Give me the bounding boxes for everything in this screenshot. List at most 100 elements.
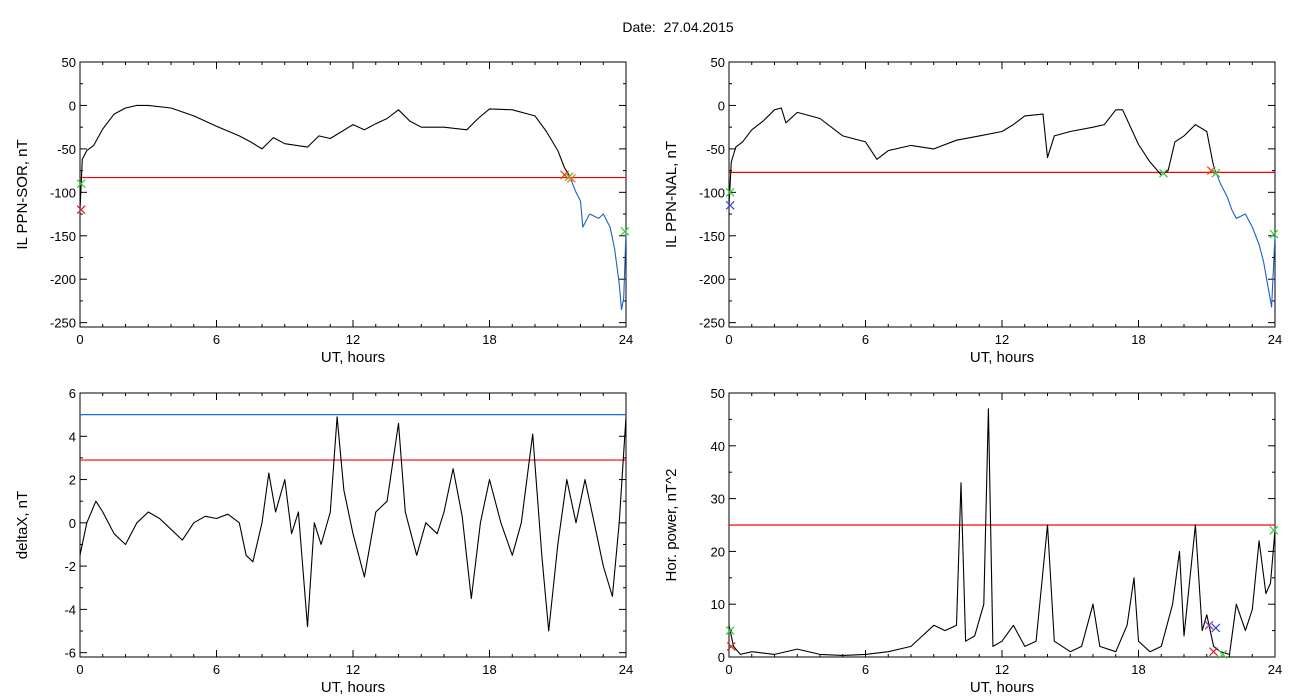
y-tick-label: -250: [699, 316, 725, 331]
plot-frame: [79, 392, 627, 658]
event-marker: [1159, 168, 1168, 178]
y-tick-label: -150: [50, 229, 76, 244]
series-line-2: [1213, 166, 1276, 308]
event-marker: [1209, 647, 1218, 657]
y-tick-label: -4: [64, 602, 76, 617]
x-tick-label: 0: [725, 662, 732, 677]
y-tick-label: 30: [711, 492, 725, 507]
marker-stroke: [1218, 649, 1228, 659]
x-axis-label: UT, hours: [970, 679, 1034, 696]
x-axis-label: UT, hours: [970, 349, 1034, 366]
marker-stroke: [560, 170, 569, 180]
x-tick-label: 12: [995, 332, 1009, 347]
y-tick-label: 4: [69, 429, 76, 444]
y-tick-label: -250: [50, 316, 76, 331]
y-axis-label: IL PPN-NAL, nT: [663, 141, 680, 248]
marker-stroke: [76, 205, 86, 215]
event-marker: [725, 187, 735, 197]
x-tick-label: 0: [76, 332, 83, 347]
event-marker: [1204, 620, 1214, 630]
event-marker: [1211, 623, 1221, 633]
y-tick-label: 10: [711, 597, 725, 612]
y-tick-label: 20: [711, 544, 725, 559]
x-tick-label: 6: [862, 332, 869, 347]
y-tick-label: -150: [699, 229, 725, 244]
plot-frame: [728, 61, 1276, 328]
x-tick-label: 12: [346, 332, 360, 347]
y-tick-label: 50: [711, 386, 725, 401]
y-tick-label: 50: [711, 55, 725, 70]
marker-stroke: [1204, 620, 1214, 630]
chart-nal: 0 6 12 18 24 -250 -200 -150 -100 -50 0 50 UT, hours I…: [663, 55, 1282, 366]
plot-frame: [79, 61, 627, 328]
y-axis-label: Hor. power, nT^2: [663, 469, 680, 582]
y-tick-label: 2: [69, 473, 76, 488]
event-marker: [560, 170, 569, 180]
marker-stroke: [725, 200, 735, 210]
event-marker: [566, 174, 576, 183]
x-tick-label: 18: [1131, 662, 1145, 677]
series-line-1: [728, 408, 1276, 656]
y-tick-label: -6: [64, 646, 76, 661]
chart-sor: 0 6 12 18 24 -250 -200 -150 -100 -50 0 50 UT, hours I…: [14, 55, 633, 366]
y-tick-label: 6: [69, 386, 76, 401]
event-marker: [1269, 229, 1279, 239]
marker-stroke: [76, 179, 86, 189]
marker-stroke: [1269, 525, 1279, 535]
chart-power: 0 6 12 18 24 0 10 20 30 40 50 UT, hours Hor. power, …: [663, 386, 1282, 696]
x-tick-label: 0: [76, 662, 83, 677]
marker-stroke: [1206, 166, 1216, 176]
event-marker: [620, 227, 630, 236]
marker-stroke: [1269, 229, 1279, 239]
marker-stroke: [1211, 168, 1221, 178]
marker-stroke: [726, 642, 736, 651]
x-tick-label: 6: [862, 662, 869, 677]
y-tick-label: 0: [718, 650, 725, 665]
event-marker: [726, 642, 736, 651]
y-tick-label: 0: [69, 516, 76, 531]
y-tick-label: -200: [50, 272, 76, 287]
y-tick-label: -2: [64, 559, 76, 574]
series-line-1: [79, 104, 570, 210]
marker-stroke: [1159, 168, 1168, 178]
y-tick-label: 0: [718, 98, 725, 113]
x-axis-label: UT, hours: [321, 349, 385, 366]
y-axis-label: IL PPN-SOR, nT: [14, 139, 31, 249]
series-line-1: [79, 416, 627, 632]
x-tick-label: 18: [482, 662, 496, 677]
y-tick-label: -50: [706, 142, 725, 157]
event-marker: [1218, 649, 1228, 659]
x-tick-label: 18: [482, 332, 496, 347]
x-tick-label: 18: [1131, 332, 1145, 347]
y-tick-label: -100: [50, 185, 76, 200]
x-tick-label: 6: [213, 332, 220, 347]
x-axis-label: UT, hours: [321, 679, 385, 696]
marker-stroke: [566, 174, 576, 183]
event-marker: [76, 179, 86, 189]
marker-stroke: [1211, 623, 1221, 633]
x-tick-label: 12: [346, 662, 360, 677]
series-line-2: [568, 174, 627, 311]
y-axis-label: deltaX, nT: [14, 491, 31, 559]
event-marker: [725, 626, 735, 636]
x-tick-label: 0: [725, 332, 732, 347]
x-tick-label: 24: [1268, 332, 1282, 347]
event-marker: [1269, 525, 1279, 535]
marker-stroke: [725, 626, 735, 636]
marker-stroke: [1209, 647, 1218, 657]
y-tick-label: -100: [699, 185, 725, 200]
x-tick-label: 24: [1268, 662, 1282, 677]
y-tick-label: 0: [69, 98, 76, 113]
y-tick-label: 40: [711, 439, 725, 454]
marker-stroke: [725, 187, 735, 197]
y-tick-label: -200: [699, 272, 725, 287]
marker-stroke: [620, 227, 630, 236]
event-marker: [1211, 168, 1221, 178]
y-tick-label: -50: [57, 142, 76, 157]
series-line-1: [728, 107, 1215, 206]
event-marker: [76, 205, 86, 215]
x-tick-label: 24: [619, 332, 633, 347]
y-tick-label: 50: [62, 55, 76, 70]
